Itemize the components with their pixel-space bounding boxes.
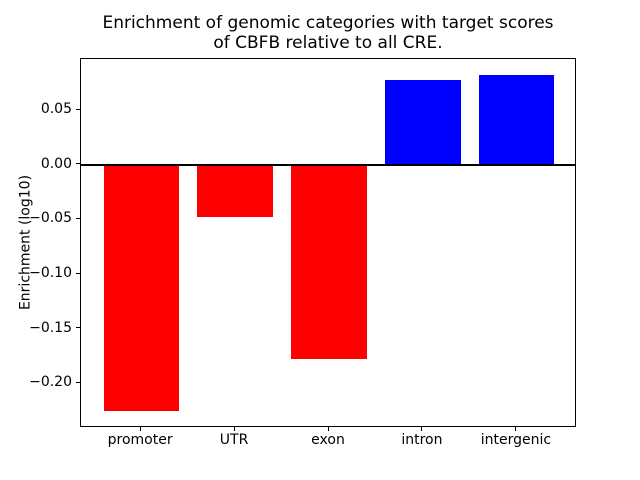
y-tick-label: 0.00 [40, 155, 72, 172]
x-tick-mark [233, 427, 235, 431]
x-tick-label-intergenic: intergenic [480, 432, 552, 448]
zero-line [81, 163, 575, 166]
y-tick-label: −0.15 [29, 319, 72, 336]
x-tick-label-intron: intron [401, 432, 443, 448]
bar-intergenic [479, 75, 555, 165]
y-tick-label: −0.10 [29, 265, 72, 282]
x-tick-label-UTR: UTR [219, 432, 249, 448]
y-tick-mark [76, 381, 80, 383]
chart-title: Enrichment of genomic categories with ta… [102, 13, 554, 53]
y-tick-label: −0.05 [29, 210, 72, 227]
plot-area [80, 58, 576, 427]
y-tick-label: 0.05 [40, 101, 72, 118]
y-tick-label: −0.20 [29, 374, 72, 391]
x-tick-mark [139, 427, 141, 431]
x-tick-label-promoter: promoter [107, 432, 173, 448]
bar-exon [291, 164, 367, 360]
x-tick-mark [327, 427, 329, 431]
y-tick-mark [76, 108, 80, 110]
y-tick-mark [76, 163, 80, 165]
y-tick-mark [76, 272, 80, 274]
bar-UTR [197, 164, 273, 218]
bar-promoter [103, 164, 179, 411]
x-tick-mark [421, 427, 423, 431]
bar-intron [385, 79, 461, 165]
x-tick-mark [515, 427, 517, 431]
y-tick-mark [76, 327, 80, 329]
y-tick-mark [76, 217, 80, 219]
x-tick-label-exon: exon [311, 432, 345, 448]
